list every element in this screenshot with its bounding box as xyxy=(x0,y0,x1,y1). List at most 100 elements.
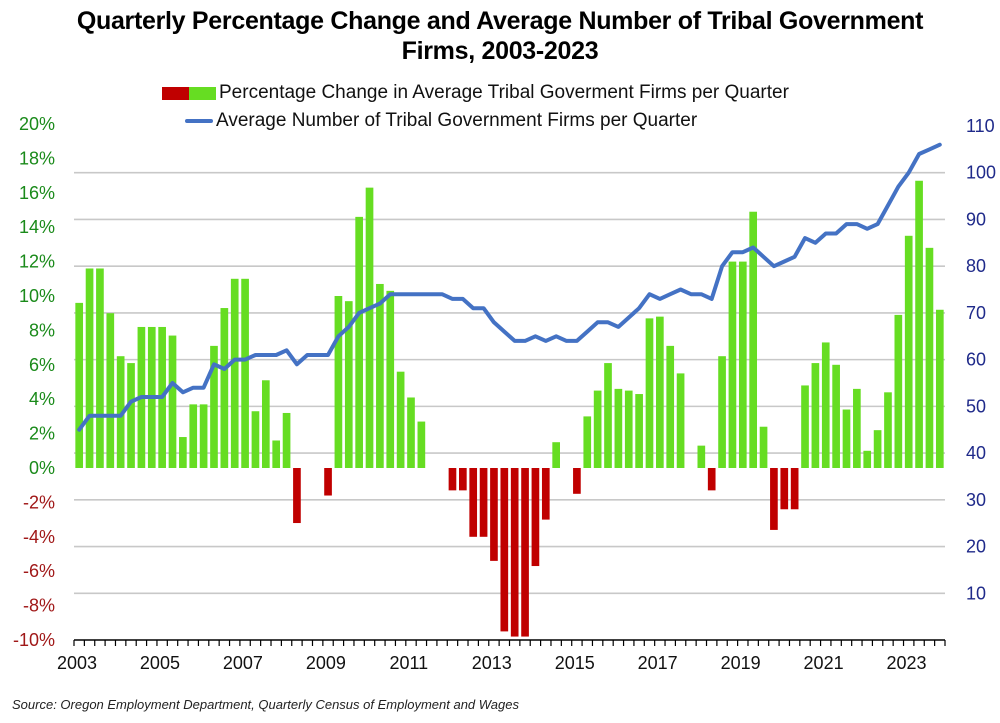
bar-negative xyxy=(521,468,529,637)
left-tick-label: 10% xyxy=(19,286,55,306)
bar-positive xyxy=(251,411,260,468)
bar-positive xyxy=(728,261,737,468)
bar-positive xyxy=(189,404,198,468)
x-tick-label: 2023 xyxy=(887,653,927,673)
legend-bars-label: Percentage Change in Average Tribal Gove… xyxy=(219,82,789,103)
left-tick-label: -6% xyxy=(23,561,55,581)
bar-positive xyxy=(179,437,187,468)
bar-positive xyxy=(282,412,291,468)
bar-positive xyxy=(75,302,84,468)
bar-positive xyxy=(334,296,343,468)
bar-positive xyxy=(884,392,892,468)
right-tick-label: 70 xyxy=(966,303,986,323)
bar-negative xyxy=(324,468,332,496)
x-tick-label: 2013 xyxy=(472,653,512,673)
bar-negative xyxy=(459,468,467,491)
bar-negative xyxy=(780,468,789,510)
left-tick-label: -10% xyxy=(13,630,55,650)
bar-positive xyxy=(666,345,675,468)
right-tick-label: 20 xyxy=(966,537,986,557)
bar-positive xyxy=(158,326,166,468)
bar-negative xyxy=(500,468,509,632)
bar-positive xyxy=(344,301,353,468)
bar-positive xyxy=(718,356,726,468)
bar-positive xyxy=(552,442,560,468)
bar-positive xyxy=(593,390,602,468)
x-tick-label: 2009 xyxy=(306,653,346,673)
bar-positive xyxy=(635,394,643,468)
x-tick-label: 2011 xyxy=(389,653,428,673)
bar-positive xyxy=(261,380,270,468)
legend-line-swatch xyxy=(185,119,213,123)
avg-firms-line xyxy=(77,142,942,432)
legend-item-bars: Percentage Change in Average Tribal Gove… xyxy=(162,82,789,104)
bar-positive xyxy=(199,404,208,468)
bar-positive xyxy=(821,342,830,468)
right-tick-label: 80 xyxy=(966,256,986,276)
chart-title: Quarterly Percentage Change and Average … xyxy=(0,6,1000,66)
right-tick-label: 50 xyxy=(966,396,986,416)
left-tick-label: 6% xyxy=(29,355,55,375)
bar-positive xyxy=(376,283,384,468)
bar-negative xyxy=(541,468,550,520)
x-tick-label: 2015 xyxy=(555,653,595,673)
x-tick-label: 2021 xyxy=(804,653,844,673)
legend-positive-swatch xyxy=(189,86,216,100)
bar-positive xyxy=(241,278,249,468)
bar-negative xyxy=(510,468,519,637)
bar-negative xyxy=(490,468,498,561)
bar-positive xyxy=(676,373,685,468)
bar-positive xyxy=(272,440,281,468)
bar-negative xyxy=(573,468,581,494)
bar-positive xyxy=(137,326,146,468)
left-tick-label: 2% xyxy=(29,424,55,444)
left-tick-label: -4% xyxy=(23,527,55,547)
right-tick-label: 10 xyxy=(966,583,986,603)
left-tick-label: 20% xyxy=(19,114,55,134)
left-tick-label: 18% xyxy=(19,148,55,168)
left-tick-label: -2% xyxy=(23,492,55,512)
bar-positive xyxy=(656,316,664,468)
bar-positive xyxy=(873,430,882,468)
x-tick-label: 2003 xyxy=(57,653,97,673)
gridlines xyxy=(74,171,945,595)
bar-positive xyxy=(604,363,612,468)
x-tick-label: 2017 xyxy=(638,653,678,673)
bar-positive xyxy=(863,450,872,468)
bar-positive xyxy=(811,363,820,468)
bar-positive xyxy=(96,268,104,468)
bar-positive xyxy=(396,371,405,468)
right-tick-label: 110 xyxy=(966,116,995,136)
bar-negative xyxy=(448,468,457,491)
bar-positive xyxy=(417,421,426,468)
bar-negative xyxy=(479,468,488,537)
legend-item-line: Average Number of Tribal Government Firm… xyxy=(185,110,697,132)
bar-positive xyxy=(220,308,229,468)
bar-positive xyxy=(106,313,115,468)
bar-positive xyxy=(127,363,135,468)
bar-negative xyxy=(531,468,540,567)
bar-positive xyxy=(749,211,758,468)
left-tick-label: 16% xyxy=(19,183,55,203)
bar-positive xyxy=(925,247,934,468)
bar-positive xyxy=(904,235,913,468)
left-tick-label: 8% xyxy=(29,320,55,340)
x-tick-label: 2007 xyxy=(223,653,263,673)
left-tick-label: 12% xyxy=(19,252,55,272)
chart-title-line-2: Firms, 2003-2023 xyxy=(401,37,599,65)
bar-positive xyxy=(614,388,623,468)
bar-positive xyxy=(624,390,633,468)
bar-positive xyxy=(583,416,592,468)
legend-line-label: Average Number of Tribal Government Firm… xyxy=(216,110,698,131)
bar-positive xyxy=(832,364,840,468)
bar-negative xyxy=(790,468,799,510)
x-axis: 2003 2005 2007 2009 2011 2013 2015 2017 2019 2021… xyxy=(57,639,946,673)
x-tick-label: 2005 xyxy=(140,653,180,673)
bar-positive xyxy=(386,290,395,468)
bar-negative xyxy=(770,468,778,530)
bar-positive xyxy=(842,409,851,468)
bar-positive xyxy=(645,318,654,468)
left-tick-label: 0% xyxy=(29,458,55,478)
x-tick-label: 2019 xyxy=(721,653,761,673)
bar-negative xyxy=(469,468,478,537)
